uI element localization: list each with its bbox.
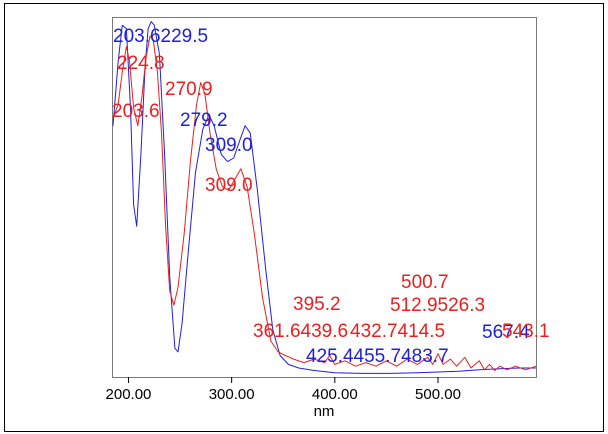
peak-labels: 203.6229.5 224.8 270.9 203.6 279.2 309.0… [112,26,550,367]
peak-label: 309.0 [205,175,253,196]
series-line-2 [112,35,537,371]
x-tick-label: 500.00 [415,386,461,403]
x-axis-label: nm [314,403,335,420]
x-tick-label: 300.00 [209,386,255,403]
peak-label: 203.6 [112,101,160,122]
peak-label: 567.4 [482,322,530,343]
peak-label: 500.7 [401,272,449,293]
x-axis: 200.00 300.00 400.00 500.00 [106,377,461,403]
peak-label: 395.2 [293,294,341,315]
peak-label: 270.9 [165,79,213,100]
series-layer [112,21,537,374]
peak-label: 432.7414.5 [350,321,445,342]
peak-label: 309.0 [205,135,253,156]
peak-label: 203.6229.5 [113,26,208,47]
series-line-1 [112,21,536,374]
peak-label: 543.1 [502,321,550,342]
outer-frame [4,3,604,432]
peak-label: 361.6439.6 [253,321,348,342]
plot-area [112,17,537,378]
peak-label: 279.2 [180,110,228,131]
x-tick-label: 200.00 [106,386,152,403]
peak-label: 512.9526.3 [390,295,485,316]
peak-label: 224.8 [117,53,165,74]
x-tick-label: 400.00 [312,386,358,403]
peak-label: 425.4455.7483.7 [306,346,449,367]
